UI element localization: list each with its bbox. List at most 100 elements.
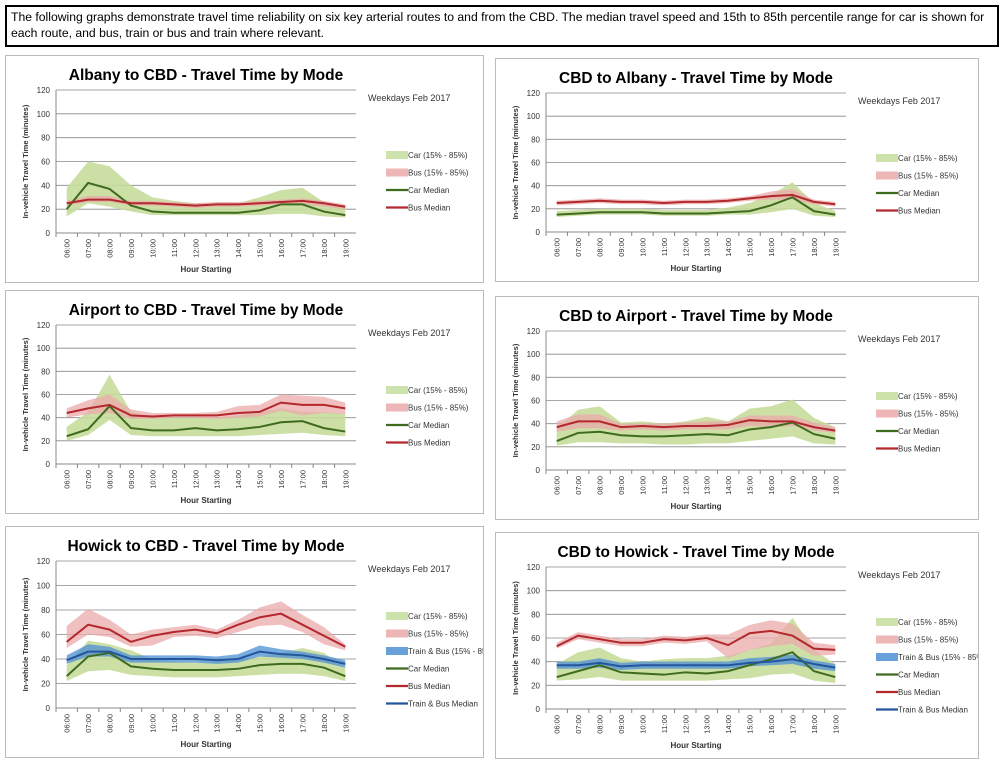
band-car-band <box>556 182 836 217</box>
band-car-band <box>66 640 346 682</box>
y-tick-label: 0 <box>46 460 51 469</box>
x-tick-label: 14:00 <box>724 238 733 257</box>
x-tick-label: 14:00 <box>234 714 243 733</box>
x-tick-label: 07:00 <box>84 239 93 258</box>
x-tick-label: 11:00 <box>660 476 669 494</box>
line-car-median <box>66 404 346 438</box>
x-axis-label: Hour Starting <box>670 741 721 750</box>
x-axis-label: Hour Starting <box>180 265 231 274</box>
x-tick-label: 17:00 <box>298 714 307 733</box>
line-bus-median <box>556 193 836 206</box>
x-tick-label: 13:00 <box>703 476 712 495</box>
x-tick-label: 11:00 <box>170 239 179 257</box>
y-tick-label: 100 <box>37 582 51 591</box>
x-axis-label: Hour Starting <box>670 264 721 273</box>
x-tick-label: 09:00 <box>617 476 626 495</box>
legend-label: Car (15% - 85%) <box>898 392 958 401</box>
chart-cbd-to-howick: CBD to Howick - Travel Time by Mode Weekd… <box>495 532 979 759</box>
line-bus-median <box>556 419 836 432</box>
x-tick-label: 17:00 <box>788 238 797 257</box>
x-tick-label: 15:00 <box>256 239 265 258</box>
line-car-median <box>66 651 346 678</box>
y-tick-label: 20 <box>41 205 50 214</box>
x-tick-label: 09:00 <box>617 715 626 734</box>
y-axis-label: In-vehicle Travel Time (minutes) <box>21 577 30 691</box>
chart-title: CBD to Airport - Travel Time by Mode <box>559 308 833 325</box>
legend-label: Bus (15% - 85%) <box>898 172 959 181</box>
legend-swatch <box>876 171 898 180</box>
y-tick-label: 40 <box>531 658 540 667</box>
y-tick-label: 40 <box>41 181 50 190</box>
y-axis-label: In-vehicle Travel Time (minutes) <box>511 343 520 457</box>
x-tick-label: 12:00 <box>191 470 200 489</box>
legend-swatch <box>876 154 898 162</box>
x-tick-label: 09:00 <box>617 238 626 257</box>
legend-label: Bus Median <box>898 207 940 216</box>
x-tick-label: 12:00 <box>681 238 690 257</box>
legend-swatch <box>876 392 898 400</box>
chart-subtitle: Weekdays Feb 2017 <box>858 334 940 344</box>
legend-label: Train & Bus (15% - 85%) <box>408 647 483 656</box>
y-tick-label: 120 <box>37 321 51 330</box>
x-tick-label: 08:00 <box>596 715 605 734</box>
legend-label: Car (15% - 85%) <box>898 618 958 627</box>
line-car-median <box>556 421 836 442</box>
legend-swatch <box>386 403 408 412</box>
x-tick-label: 18:00 <box>320 714 329 733</box>
chart-albany-to-cbd: Albany to CBD - Travel Time by Mode Weekd… <box>5 55 484 283</box>
y-tick-label: 60 <box>531 159 540 168</box>
line-car-median <box>556 651 836 679</box>
x-tick-label: 08:00 <box>106 470 115 489</box>
y-tick-label: 120 <box>527 327 541 336</box>
x-tick-label: 10:00 <box>638 476 647 495</box>
chart-title: CBD to Albany - Travel Time by Mode <box>559 70 833 87</box>
y-tick-label: 40 <box>531 420 540 429</box>
x-tick-label: 14:00 <box>234 470 243 489</box>
y-tick-label: 0 <box>46 704 51 713</box>
legend-label: Car (15% - 85%) <box>408 386 468 395</box>
legend-swatch <box>386 168 408 177</box>
x-tick-label: 11:00 <box>170 714 179 732</box>
chart-title: Airport to CBD - Travel Time by Mode <box>69 302 344 319</box>
x-tick-label: 09:00 <box>127 470 136 489</box>
x-axis-label: Hour Starting <box>180 740 231 749</box>
x-tick-label: 18:00 <box>320 470 329 489</box>
x-tick-label: 19:00 <box>831 715 840 734</box>
band-train-band <box>66 644 346 668</box>
x-tick-label: 19:00 <box>341 470 350 489</box>
y-tick-label: 60 <box>531 634 540 643</box>
x-tick-label: 19:00 <box>831 238 840 257</box>
x-tick-label: 06:00 <box>553 715 562 734</box>
x-tick-label: 12:00 <box>191 239 200 258</box>
x-tick-label: 08:00 <box>106 714 115 733</box>
legend-label: Car Median <box>408 186 449 195</box>
y-tick-label: 100 <box>527 587 541 596</box>
x-axis-label: Hour Starting <box>180 496 231 505</box>
x-tick-label: 10:00 <box>148 714 157 733</box>
x-tick-label: 07:00 <box>574 715 583 734</box>
x-tick-label: 19:00 <box>341 239 350 258</box>
legend-label: Bus (15% - 85%) <box>408 169 469 178</box>
chart-subtitle: Weekdays Feb 2017 <box>858 96 940 106</box>
x-tick-label: 14:00 <box>724 476 733 495</box>
y-tick-label: 40 <box>41 414 50 423</box>
x-tick-label: 19:00 <box>831 476 840 495</box>
x-tick-label: 16:00 <box>277 239 286 258</box>
y-tick-label: 120 <box>527 89 541 98</box>
chart-title: Howick to CBD - Travel Time by Mode <box>67 538 344 555</box>
legend-label: Car Median <box>408 665 449 674</box>
legend-label: Car (15% - 85%) <box>408 151 468 160</box>
legend-label: Bus Median <box>408 204 450 213</box>
intro-note: The following graphs demonstrate travel … <box>5 5 999 47</box>
chart-airport-to-cbd: Airport to CBD - Travel Time by Mode Week… <box>5 290 484 514</box>
x-tick-label: 12:00 <box>191 714 200 733</box>
x-tick-label: 06:00 <box>63 714 72 733</box>
legend-label: Bus (15% - 85%) <box>408 404 469 413</box>
legend-label: Bus (15% - 85%) <box>408 630 469 639</box>
y-tick-label: 60 <box>531 397 540 406</box>
x-tick-label: 17:00 <box>298 239 307 258</box>
x-tick-label: 15:00 <box>256 714 265 733</box>
x-tick-label: 07:00 <box>84 714 93 733</box>
chart-subtitle: Weekdays Feb 2017 <box>368 328 450 338</box>
y-tick-label: 60 <box>41 391 50 400</box>
